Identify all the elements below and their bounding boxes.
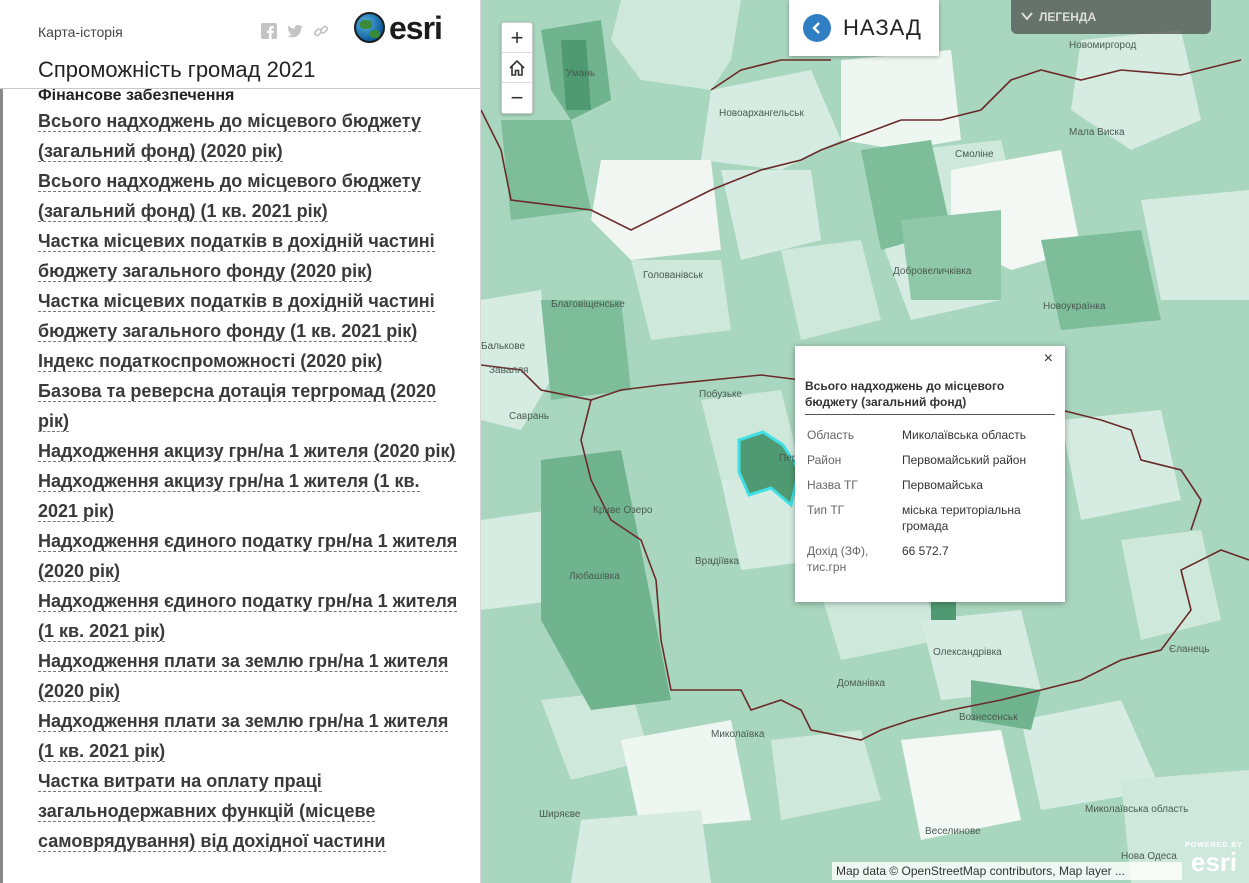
powered-by-text: POWERED BY xyxy=(1185,842,1243,849)
map-label-shyriaieve: Ширяєве xyxy=(539,809,581,820)
popup-row: Дохід (ЗФ), тис.грн 66 572.7 xyxy=(805,540,1055,581)
close-icon[interactable]: × xyxy=(1043,350,1053,367)
story-link[interactable]: Надходження плати за землю грн/на 1 жите… xyxy=(38,651,449,702)
popup-key: Область xyxy=(807,428,855,442)
popup-row: Область Миколаївська область xyxy=(805,424,1055,449)
story-link[interactable]: Надходження акцизу грн/на 1 жителя (2020… xyxy=(38,441,456,462)
map-attribution[interactable]: Map data © OpenStreetMap contributors, M… xyxy=(832,862,1182,880)
home-button[interactable] xyxy=(502,53,532,83)
map-label-novoukrainka: Новоукраїнка xyxy=(1043,301,1106,312)
map-label-kryve-ozero: Криве Озеро xyxy=(593,505,653,516)
story-link[interactable]: Частка місцевих податків в дохідній част… xyxy=(38,291,435,342)
zoom-controls: + − xyxy=(501,22,533,114)
back-button[interactable]: НАЗАД xyxy=(789,0,939,56)
story-link[interactable]: Частка витрати на оплату праці загальнод… xyxy=(38,771,386,852)
popup-value: 66 572.7 xyxy=(902,544,949,558)
map-label-liubashivka: Любашівка xyxy=(569,570,620,582)
story-link[interactable]: Надходження єдиного податку грн/на 1 жит… xyxy=(38,591,458,642)
map-label-mykolaivska-oblast: Миколаївська область xyxy=(1085,803,1188,815)
map-label-smoline: Смоліне xyxy=(955,149,994,160)
map-label-nova-odesa: Нова Одеса xyxy=(1121,851,1177,862)
map-label-balkove: Бальковe xyxy=(481,341,526,352)
esri-logo-text: esri xyxy=(389,9,443,46)
map-label-savran: Саврань xyxy=(509,411,549,422)
story-link[interactable]: Надходження акцизу грн/на 1 жителя (1 кв… xyxy=(38,471,420,522)
legend-label: ЛЕГЕНДА xyxy=(1039,10,1097,24)
story-links-list: Всього надходжень до місцевого бюджету (… xyxy=(38,106,458,856)
link-icon[interactable] xyxy=(313,23,329,39)
story-link[interactable]: Всього надходжень до місцевого бюджету (… xyxy=(38,111,422,162)
map-label-oleksandrivka: Олександрівка xyxy=(933,647,1002,658)
popup-key: Дохід (ЗФ), тис.грн xyxy=(807,544,869,574)
section-title: Фінансове забезпечення xyxy=(38,87,235,104)
legend-toggle[interactable]: ЛЕГЕНДА xyxy=(1011,0,1211,34)
chevron-down-icon xyxy=(1021,11,1033,24)
map-label-pervomaisk: Пер xyxy=(779,453,798,464)
share-buttons xyxy=(261,23,329,39)
back-button-label: НАЗАД xyxy=(843,15,922,40)
story-link[interactable]: Всього надходжень до місцевого бюджету (… xyxy=(38,171,422,222)
map-label-zavallia: Завалля xyxy=(489,365,528,376)
popup-value: Первомайська xyxy=(902,478,983,492)
esri-logo[interactable]: esri xyxy=(354,9,443,46)
map-label-novoarkhanhelsk: Новоархангельськ xyxy=(719,108,804,119)
popup-row: Район Первомайський район xyxy=(805,449,1055,474)
map-label-uman: Умань xyxy=(566,68,595,79)
story-link[interactable]: Базова та реверсна дотація тергромад (20… xyxy=(38,381,437,432)
popup-row: Назва ТГ Первомайська xyxy=(805,474,1055,499)
popup-attributes-table: Область Миколаївська область Район Перво… xyxy=(805,424,1055,581)
map-label-novomyrhorod: Новомиргород xyxy=(1069,40,1136,51)
home-icon xyxy=(509,59,525,76)
popup-key: Тип ТГ xyxy=(807,503,845,517)
map-label-vradiivka: Врадіївка xyxy=(695,556,740,567)
popup-key: Назва ТГ xyxy=(807,478,858,492)
powered-by-logo-text: esri xyxy=(1190,847,1238,877)
side-panel-content: Фінансове забезпечення Всього надходжень… xyxy=(38,86,458,856)
powered-by-esri-logo[interactable]: POWERED BY esri xyxy=(1183,842,1245,880)
map-label-mala-vyska: Мала Виска xyxy=(1069,127,1125,138)
facebook-icon[interactable] xyxy=(261,23,277,39)
map-label-veselynove: Веселинове xyxy=(925,826,981,837)
side-panel-header: Карта-історія esri Спроможність громад 2… xyxy=(0,0,480,89)
popup-value: міська територіальна громада xyxy=(902,503,1021,533)
story-link[interactable]: Надходження плати за землю грн/на 1 жите… xyxy=(38,711,449,762)
story-link[interactable]: Частка місцевих податків в дохідній част… xyxy=(38,231,435,282)
popup-value: Миколаївська область xyxy=(902,428,1026,442)
story-link[interactable]: Індекс податкоспроможності (2020 рік) xyxy=(38,351,383,372)
map-label-dobrovelychkivka: Добровеличківка xyxy=(893,265,972,277)
map-label-holovanivsk: Голованівськ xyxy=(643,270,704,281)
popup-row: Тип ТГ міська територіальна громада xyxy=(805,499,1055,540)
zoom-out-button[interactable]: − xyxy=(510,85,524,110)
side-panel: Фінансове забезпечення Всього надходжень… xyxy=(0,0,481,883)
map-label-mykolaivka: Миколаївка xyxy=(711,729,765,740)
popup-title: Всього надходжень до місцевого бюджету (… xyxy=(805,378,1055,415)
story-kicker: Карта-історія xyxy=(38,24,123,40)
map-label-yelanets: Єланець xyxy=(1169,644,1210,655)
map-label-pobuzke: Побузьке xyxy=(699,388,743,400)
popup-value: Первомайський район xyxy=(902,453,1027,467)
map-label-domanivka: Доманівка xyxy=(837,678,886,689)
side-panel-accent-bar xyxy=(0,88,3,883)
story-link[interactable]: Надходження єдиного податку грн/на 1 жит… xyxy=(38,531,458,582)
map-label-voznesensk: Вознесенськ xyxy=(959,712,1018,723)
choropleth-map[interactable]: Умань Новоархангельськ Новомиргород Мала… xyxy=(481,0,1249,883)
feature-popup: × Всього надходжень до місцевого бюджету… xyxy=(795,346,1065,602)
globe-icon xyxy=(354,12,385,43)
zoom-in-button[interactable]: + xyxy=(502,23,532,53)
chevron-left-icon xyxy=(803,14,831,42)
map-label-blahovishchenske: Благовіщенське xyxy=(551,299,625,310)
story-title: Спроможність громад 2021 xyxy=(38,57,316,82)
twitter-icon[interactable] xyxy=(287,23,303,39)
popup-key: Район xyxy=(807,453,842,467)
